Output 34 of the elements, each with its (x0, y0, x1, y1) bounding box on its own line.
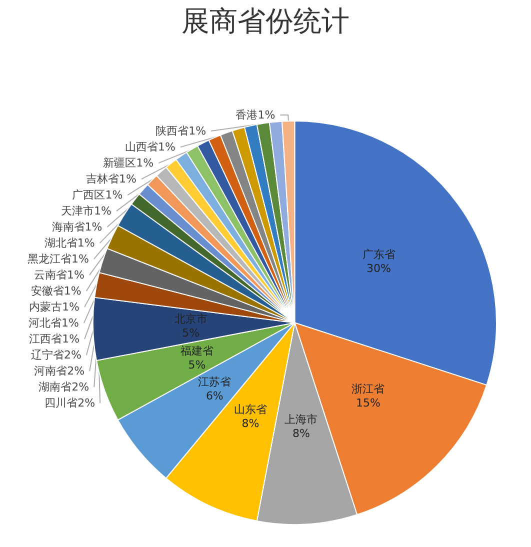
slice-label: 陕西省1% (156, 124, 206, 138)
chart-title: 展商省份统计 (182, 4, 350, 38)
data-label: 5% (188, 358, 206, 372)
slice-label: 江苏省 (198, 375, 232, 388)
data-label: 5% (182, 326, 200, 340)
data-label: 15% (356, 396, 380, 410)
slice-label: 浙江省 (352, 382, 385, 396)
slice-label: 河北省1% (28, 316, 79, 330)
slice-label: 河南省2% (34, 364, 85, 378)
slice-label: 湖南省2% (38, 380, 90, 394)
slice-label: 新疆区1% (103, 156, 154, 170)
data-label: 8% (242, 417, 260, 430)
slice-label: 山西省1% (125, 140, 176, 154)
slice-label: 辽宁省2% (31, 348, 82, 362)
slice-label: 四川省2% (44, 396, 96, 410)
slice-label: 吉林省1% (86, 172, 136, 186)
slice-label: 福建省 (180, 344, 214, 358)
slice-label: 上海市 (284, 412, 318, 426)
slice-label: 天津市1% (60, 204, 112, 218)
data-label: 30% (366, 262, 391, 276)
slice-label: 黑龙江省1% (27, 252, 89, 266)
slice-label: 海南省1% (52, 220, 102, 234)
slice-label: 北京市 (174, 312, 208, 326)
slice-label: 安徽省1% (30, 284, 82, 298)
slice-label: 山东省 (234, 403, 267, 416)
slice-label: 广东省 (362, 248, 396, 262)
slice-label: 香港1% (236, 108, 276, 122)
slice-label: 云南省1% (34, 268, 84, 282)
slice-label: 江西省1% (29, 332, 80, 346)
slice-label: 内蒙古1% (29, 300, 80, 314)
data-label: 6% (206, 389, 224, 402)
data-label: 8% (292, 426, 310, 440)
slice-label: 湖北省1% (44, 236, 95, 250)
slice-label: 广西区1% (72, 188, 123, 202)
